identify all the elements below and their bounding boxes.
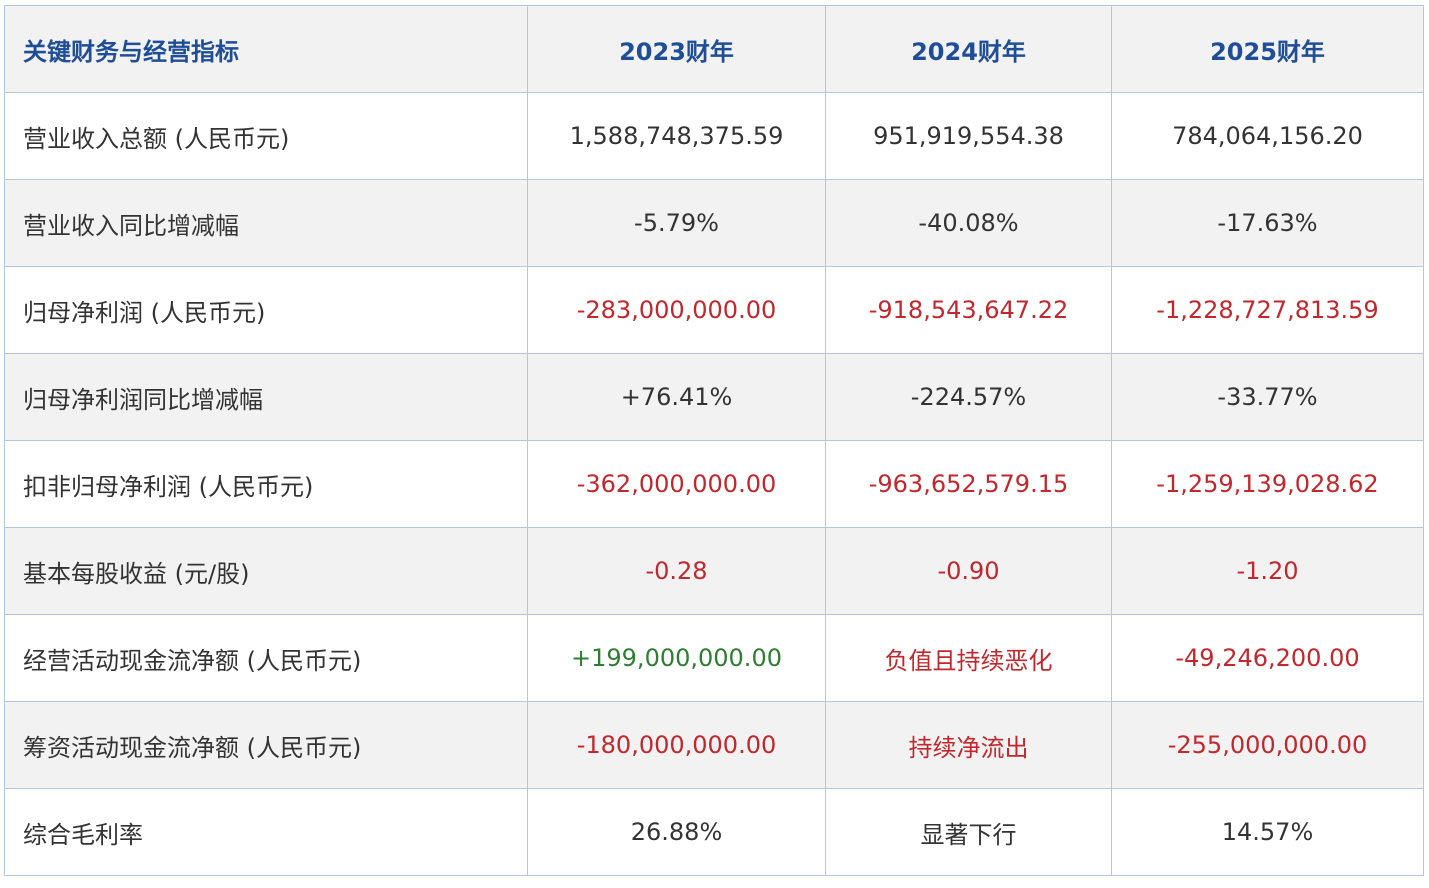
cell-value: 784,064,156.20	[1111, 92, 1424, 180]
cell-value: -49,246,200.00	[1111, 614, 1424, 702]
row-label: 归母净利润同比增减幅	[4, 353, 528, 441]
cell-value: 14.57%	[1111, 788, 1424, 876]
cell-value: 26.88%	[527, 788, 826, 876]
table-row: 营业收入同比增减幅 -5.79% -40.08% -17.63%	[4, 179, 1424, 267]
table-row: 筹资活动现金流净额 (人民币元) -180,000,000.00 持续净流出 -…	[4, 701, 1424, 789]
cell-value: -963,652,579.15	[825, 440, 1112, 528]
financial-indicators-table: 关键财务与经营指标 2023财年 2024财年 2025财年 营业收入总额 (人…	[4, 5, 1424, 876]
cell-value: 显著下行	[825, 788, 1112, 876]
table-row: 综合毛利率 26.88% 显著下行 14.57%	[4, 788, 1424, 876]
row-label: 营业收入总额 (人民币元)	[4, 92, 528, 180]
cell-value: +199,000,000.00	[527, 614, 826, 702]
financial-table-container: 关键财务与经营指标 2023财年 2024财年 2025财年 营业收入总额 (人…	[4, 5, 1424, 876]
cell-value: -1,228,727,813.59	[1111, 266, 1424, 354]
row-label: 扣非归母净利润 (人民币元)	[4, 440, 528, 528]
cell-value: -0.90	[825, 527, 1112, 615]
row-label: 归母净利润 (人民币元)	[4, 266, 528, 354]
cell-value: -1.20	[1111, 527, 1424, 615]
cell-value: -1,259,139,028.62	[1111, 440, 1424, 528]
cell-value: -33.77%	[1111, 353, 1424, 441]
cell-value: 持续净流出	[825, 701, 1112, 789]
cell-value: -362,000,000.00	[527, 440, 826, 528]
cell-value: 951,919,554.38	[825, 92, 1112, 180]
table-header-row: 关键财务与经营指标 2023财年 2024财年 2025财年	[4, 5, 1424, 93]
row-label: 基本每股收益 (元/股)	[4, 527, 528, 615]
row-label: 经营活动现金流净额 (人民币元)	[4, 614, 528, 702]
row-label: 筹资活动现金流净额 (人民币元)	[4, 701, 528, 789]
cell-value: -5.79%	[527, 179, 826, 267]
cell-value: 负值且持续恶化	[825, 614, 1112, 702]
cell-value: -180,000,000.00	[527, 701, 826, 789]
table-row: 归母净利润 (人民币元) -283,000,000.00 -918,543,64…	[4, 266, 1424, 354]
table-row: 经营活动现金流净额 (人民币元) +199,000,000.00 负值且持续恶化…	[4, 614, 1424, 702]
cell-value: 1,588,748,375.59	[527, 92, 826, 180]
row-label: 综合毛利率	[4, 788, 528, 876]
cell-value: -918,543,647.22	[825, 266, 1112, 354]
header-indicator-label: 关键财务与经营指标	[4, 5, 528, 93]
table-row: 基本每股收益 (元/股) -0.28 -0.90 -1.20	[4, 527, 1424, 615]
cell-value: -224.57%	[825, 353, 1112, 441]
cell-value: -255,000,000.00	[1111, 701, 1424, 789]
cell-value: -0.28	[527, 527, 826, 615]
table-row: 营业收入总额 (人民币元) 1,588,748,375.59 951,919,5…	[4, 92, 1424, 180]
cell-value: -283,000,000.00	[527, 266, 826, 354]
header-year-2025: 2025财年	[1111, 5, 1424, 93]
header-year-2023: 2023财年	[527, 5, 826, 93]
table-row: 扣非归母净利润 (人民币元) -362,000,000.00 -963,652,…	[4, 440, 1424, 528]
table-row: 归母净利润同比增减幅 +76.41% -224.57% -33.77%	[4, 353, 1424, 441]
row-label: 营业收入同比增减幅	[4, 179, 528, 267]
cell-value: +76.41%	[527, 353, 826, 441]
cell-value: -40.08%	[825, 179, 1112, 267]
header-year-2024: 2024财年	[825, 5, 1112, 93]
cell-value: -17.63%	[1111, 179, 1424, 267]
